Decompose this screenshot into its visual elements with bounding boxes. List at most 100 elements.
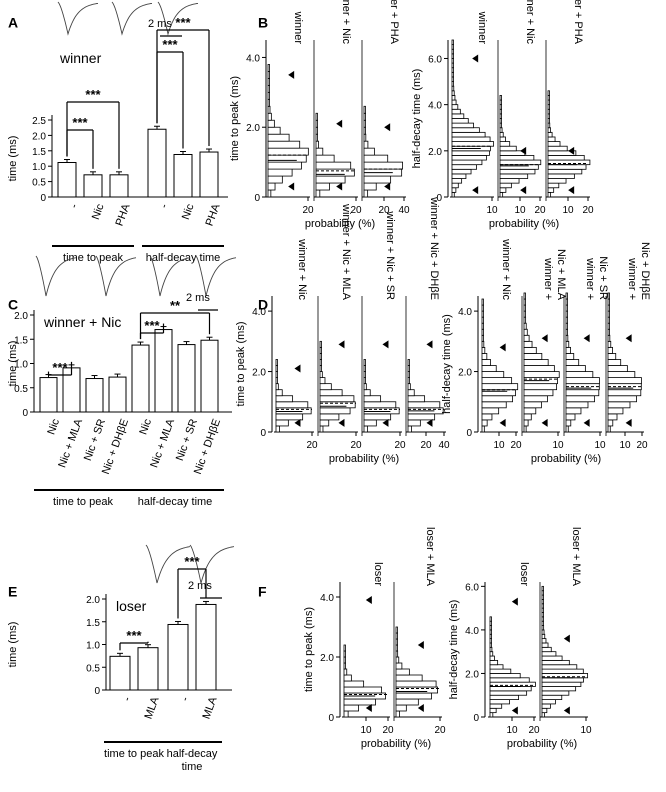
hist-bin-F-1-1 xyxy=(541,707,548,714)
hist-bin-F-0-1 xyxy=(395,644,398,652)
hist-bin-D-1-3 xyxy=(607,292,610,300)
y-tick-label-A: 0.5 xyxy=(32,178,46,189)
hist-bin-B-1-0 xyxy=(451,99,457,106)
hist-bin-F-0-1 xyxy=(395,632,398,640)
hist-bin-B-1-2 xyxy=(547,182,560,189)
hist-bin-B-1-0 xyxy=(451,104,459,110)
hist-bin-B-1-2 xyxy=(547,95,550,101)
hist-bin-F-0-1 xyxy=(395,668,410,676)
hist-arrow-F xyxy=(417,704,424,712)
hist-bin-B-1-0 xyxy=(451,85,455,92)
hist-bin-F-1-0 xyxy=(489,686,532,692)
hist-bin-F-0-1 xyxy=(395,656,400,664)
hist-bin-F-1-0 xyxy=(489,690,528,696)
hist-bin-B-0-0 xyxy=(267,77,270,86)
hist-y-tick-label-F: 6.0 xyxy=(465,582,479,593)
hist-bin-F-1-0 xyxy=(489,629,492,635)
hist-y-tick-label-B: 2.0 xyxy=(246,123,260,134)
hist-bin-F-0-1 xyxy=(395,650,399,658)
hist-bin-B-1-1 xyxy=(499,182,512,189)
hist-bin-D-1-0 xyxy=(481,395,514,403)
hist-bin-F-1-1 xyxy=(541,603,544,609)
hist-y-tick-label-F: 4.0 xyxy=(320,593,334,604)
hist-bin-F-1-0 xyxy=(489,668,512,674)
hist-bin-F-0-1 xyxy=(395,686,438,694)
hist-bin-D-0-0 xyxy=(275,359,278,366)
hist-x-label-B: probability (%) xyxy=(305,218,375,230)
hist-bin-B-1-0 xyxy=(451,131,486,138)
hist-bin-D-0-3 xyxy=(407,365,410,372)
hist-bin-D-1-2 xyxy=(565,377,600,385)
hist-bin-F-1-0 xyxy=(489,677,530,683)
hist-bin-F-1-1 xyxy=(541,594,544,600)
hist-arrow-D xyxy=(499,343,506,352)
hist-bin-D-0-1 xyxy=(319,407,351,415)
hist-bin-D-1-1 xyxy=(523,322,527,330)
hist-bin-B-0-2 xyxy=(363,112,366,121)
epsc-trace-C-0 xyxy=(35,255,77,297)
y-tick-label-E: 1.5 xyxy=(86,618,100,629)
bar-C-1-1 xyxy=(154,329,173,413)
hist-arrow-D xyxy=(625,418,632,427)
hist-bin-D-0-1 xyxy=(319,401,356,409)
hist-bin-B-1-0 xyxy=(451,95,456,101)
hist-bin-D-1-2 xyxy=(565,316,568,324)
hist-bin-D-0-2 xyxy=(363,365,366,372)
scalebar-label-E: 2 ms xyxy=(188,580,212,592)
hist-arrow-B xyxy=(568,146,575,155)
hist-bin-B-1-0 xyxy=(451,58,454,64)
hist-x-tick-label-D: 20 xyxy=(350,440,362,451)
panel-letter-B: B xyxy=(258,14,268,30)
hist-bin-B-1-1 xyxy=(499,104,502,110)
hist-bin-B-0-1 xyxy=(315,147,324,156)
x-tick-label-C: Nic xyxy=(137,417,154,437)
hist-bin-B-1-0 xyxy=(451,108,461,115)
hist-bin-F-1-1 xyxy=(541,659,570,666)
hist-bin-F-1-1 xyxy=(541,616,544,622)
hist-bin-B-0-0 xyxy=(267,133,290,142)
hist-arrow-D xyxy=(382,418,389,427)
hist-bin-B-1-1 xyxy=(499,108,502,115)
hist-bin-D-1-2 xyxy=(565,304,568,312)
hist-bin-F-1-1 xyxy=(541,590,544,596)
hist-bin-B-1-1 xyxy=(499,99,502,106)
hist-bin-B-0-0 xyxy=(267,98,270,107)
hist-bin-B-0-2 xyxy=(363,189,369,198)
y-tick-label-C: 0 xyxy=(22,408,28,419)
hist-bin-F-1-1 xyxy=(541,677,584,683)
hist-bin-B-0-2 xyxy=(363,175,392,184)
hist-bin-B-1-1 xyxy=(499,150,526,156)
hist-bin-B-0-0 xyxy=(267,105,271,114)
hist-bin-B-1-2 xyxy=(547,131,553,138)
hist-bin-D-1-2 xyxy=(565,425,569,433)
hist-x-label-F: probability (%) xyxy=(507,738,577,750)
hist-arrow-B xyxy=(288,70,295,79)
hist-arrow-D xyxy=(499,418,506,427)
hist-col-label-B: winner + PHA xyxy=(388,0,400,45)
hist-col-label-B: winner + Nic xyxy=(340,0,352,44)
hist-arrow-B xyxy=(336,119,343,128)
hist-bin-D-1-1 xyxy=(523,389,554,397)
hist-bin-F-0-0 xyxy=(343,686,382,694)
epsc-trace-A-2 xyxy=(157,1,199,36)
hist-bin-B-0-2 xyxy=(363,133,367,142)
hist-bin-B-1-1 xyxy=(499,173,529,179)
hist-bin-B-1-1 xyxy=(499,168,536,175)
group-label-C-0: time to peak xyxy=(53,496,113,508)
sig-label-C: *** xyxy=(144,318,160,333)
hist-bin-D-1-0 xyxy=(481,322,484,330)
hist-bin-D-1-1 xyxy=(523,413,532,421)
hist-bin-B-1-1 xyxy=(499,155,535,161)
hist-bin-B-1-2 xyxy=(547,173,575,179)
y-tick-label-E: 1.0 xyxy=(86,641,100,652)
panel-letter-C: C xyxy=(8,296,18,312)
hist-y-tick-label-B: 0 xyxy=(436,193,442,204)
x-tick-label-E: - xyxy=(179,695,192,703)
hist-bin-B-1-0 xyxy=(451,127,480,133)
hist-bin-D-0-3 xyxy=(407,401,441,409)
hist-bin-B-0-0 xyxy=(267,168,293,177)
hist-bin-F-1-1 xyxy=(541,690,570,696)
hist-bin-B-0-0 xyxy=(267,147,309,156)
hist-bin-B-1-2 xyxy=(547,118,550,124)
y-tick-label-A: 1.0 xyxy=(32,162,46,173)
